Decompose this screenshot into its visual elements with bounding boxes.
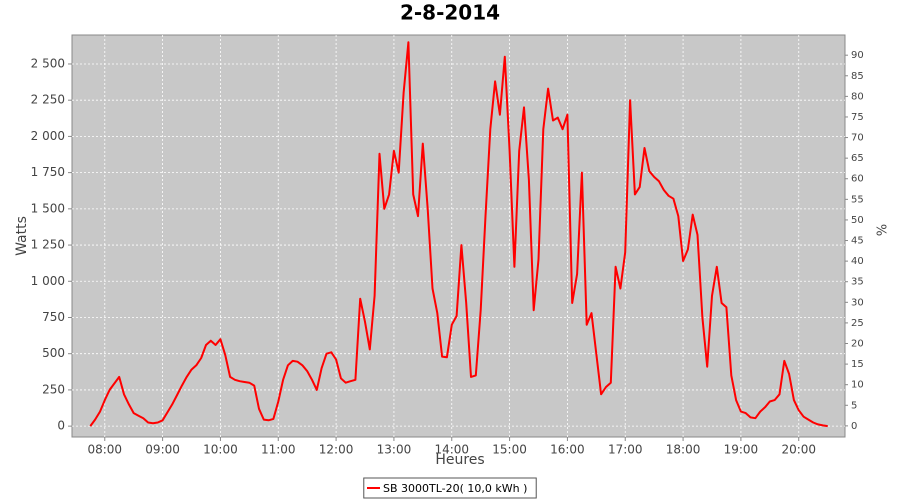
y-tick-label: 0 [57, 419, 65, 433]
y-tick-label: 2 250 [31, 93, 65, 107]
x-axis-label: Heures [435, 452, 484, 468]
x-tick-label: 17:00 [608, 443, 643, 457]
y-axis-label: Watts [14, 216, 30, 256]
x-tick-label: 16:00 [550, 443, 585, 457]
y2-tick-label: 45 [851, 236, 864, 247]
x-tick-label: 09:00 [145, 443, 180, 457]
y2-tick-label: 30 [851, 297, 864, 308]
x-tick-label: 12:00 [319, 443, 354, 457]
y2-tick-label: 40 [851, 256, 864, 267]
y-tick-label: 1 750 [31, 165, 65, 179]
y2-tick-label: 90 [851, 50, 864, 61]
x-tick-label: 14:00 [434, 443, 469, 457]
x-tick-label: 19:00 [724, 443, 759, 457]
y2-axis-label: % [873, 224, 888, 236]
y2-tick-label: 50 [851, 215, 864, 226]
x-tick-label: 18:00 [666, 443, 701, 457]
y-tick-label: 2 500 [31, 56, 65, 70]
x-tick-label: 13:00 [377, 443, 412, 457]
plot-area [71, 34, 846, 438]
y-tick-label: 1 000 [31, 274, 65, 288]
x-tick-label: 11:00 [261, 443, 296, 457]
legend-box [363, 477, 537, 499]
y-tick-label: 1 250 [31, 238, 65, 252]
y-tick-label: 250 [42, 382, 65, 396]
data-line [89, 41, 828, 428]
y2-tick-label: 20 [851, 339, 864, 350]
y2-tick-label: 75 [851, 112, 864, 123]
y2-tick-label: 35 [851, 277, 864, 288]
y2-tick-label: 5 [851, 400, 857, 411]
legend-label: SB 3000TL-20( 10,0 kWh ) [383, 482, 527, 495]
y2-tick-label: 15 [851, 359, 864, 370]
y-tick-label: 500 [42, 346, 65, 360]
x-tick-label: 08:00 [87, 443, 122, 457]
y2-tick-label: 70 [851, 133, 864, 144]
y2-tick-label: 25 [851, 318, 864, 329]
y2-tick-label: 85 [851, 71, 864, 82]
x-tick-label: 20:00 [781, 443, 816, 457]
y2-tick-label: 10 [851, 380, 864, 391]
y-tick-label: 2 000 [31, 129, 65, 143]
y2-tick-label: 65 [851, 153, 864, 164]
y2-tick-label: 55 [851, 194, 864, 205]
y2-tick-label: 80 [851, 91, 864, 102]
y-tick-label: 750 [42, 310, 65, 324]
y2-tick-label: 60 [851, 174, 864, 185]
x-tick-label: 10:00 [203, 443, 238, 457]
y-tick-label: 1 500 [31, 201, 65, 215]
x-tick-label: 15:00 [492, 443, 527, 457]
y2-tick-label: 0 [851, 421, 857, 432]
chart-title: 2-8-2014 [400, 1, 500, 25]
